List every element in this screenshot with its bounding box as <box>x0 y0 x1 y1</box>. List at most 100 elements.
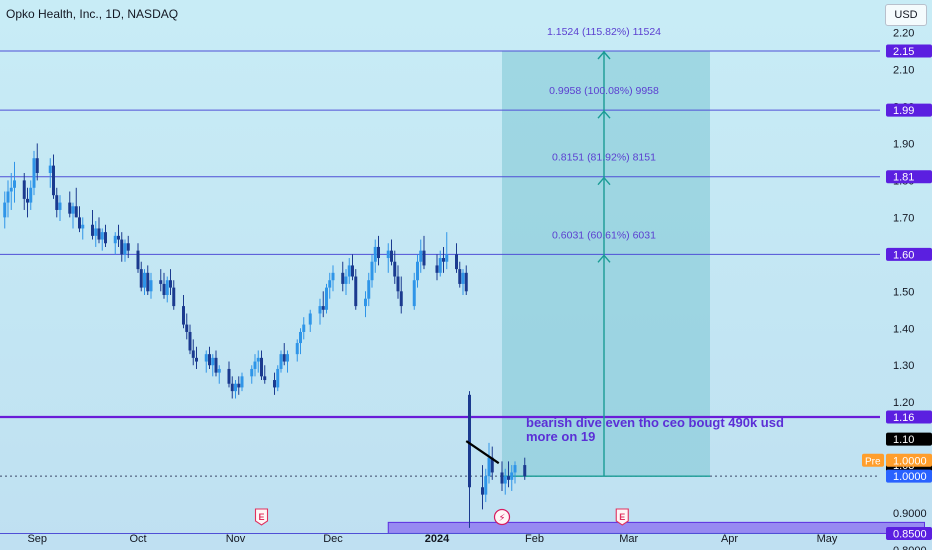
candle[interactable] <box>143 269 146 296</box>
candle[interactable] <box>282 343 286 366</box>
candle[interactable] <box>91 209 94 240</box>
candle[interactable] <box>325 283 328 314</box>
candle[interactable] <box>32 150 36 196</box>
trend-line[interactable] <box>465 440 500 465</box>
candle[interactable] <box>13 161 16 203</box>
candle[interactable] <box>227 361 231 388</box>
candle[interactable] <box>286 350 289 373</box>
candle[interactable] <box>344 269 348 296</box>
candle[interactable] <box>399 276 403 314</box>
candle[interactable] <box>364 291 367 318</box>
candle[interactable] <box>390 239 393 266</box>
candle[interactable] <box>484 468 488 503</box>
candle[interactable] <box>461 269 465 296</box>
candle[interactable] <box>159 269 163 292</box>
candle[interactable] <box>162 272 166 299</box>
candle[interactable] <box>182 295 185 329</box>
candle[interactable] <box>6 180 10 218</box>
candle[interactable] <box>165 276 169 303</box>
candle[interactable] <box>217 365 221 384</box>
candle[interactable] <box>490 446 494 480</box>
candle[interactable] <box>481 465 484 510</box>
candle[interactable] <box>393 250 397 284</box>
candle[interactable] <box>419 239 423 273</box>
candle[interactable] <box>458 261 462 288</box>
candle[interactable] <box>100 228 104 251</box>
candle[interactable] <box>26 187 29 218</box>
candle[interactable] <box>55 187 59 218</box>
candle[interactable] <box>136 243 140 273</box>
candle[interactable] <box>487 442 491 484</box>
candle[interactable] <box>422 235 426 270</box>
candle[interactable] <box>117 224 120 247</box>
candle[interactable] <box>279 350 283 373</box>
candle[interactable] <box>318 298 322 325</box>
candle[interactable] <box>308 309 312 332</box>
earnings-icon[interactable]: E <box>615 508 629 526</box>
candle[interactable] <box>367 272 371 307</box>
candle[interactable] <box>191 339 195 366</box>
candle[interactable] <box>295 339 299 362</box>
support-zone[interactable] <box>387 521 925 534</box>
target-zone[interactable] <box>502 51 710 477</box>
symbol-title[interactable]: Opko Health, Inc., 1D, NASDAQ <box>6 7 179 21</box>
candle[interactable] <box>351 254 354 281</box>
candle[interactable] <box>126 235 130 259</box>
candle[interactable] <box>500 461 504 491</box>
candle[interactable] <box>396 265 400 299</box>
candle[interactable] <box>48 158 52 188</box>
candle[interactable] <box>68 191 72 218</box>
candle[interactable] <box>123 239 127 262</box>
candle[interactable] <box>302 317 306 340</box>
candle[interactable] <box>9 173 13 210</box>
candle[interactable] <box>464 265 468 296</box>
candle[interactable] <box>97 217 101 244</box>
candle[interactable] <box>169 269 172 296</box>
candle[interactable] <box>139 261 143 292</box>
currency-button[interactable]: USD <box>885 4 927 26</box>
candle[interactable] <box>146 265 150 296</box>
candle[interactable] <box>250 365 254 384</box>
candle[interactable] <box>3 191 7 229</box>
candle[interactable] <box>104 224 107 247</box>
candle[interactable] <box>52 154 55 199</box>
candle[interactable] <box>172 280 176 310</box>
split-icon[interactable]: ⚡ <box>493 508 511 526</box>
candle[interactable] <box>468 391 471 528</box>
candle[interactable] <box>74 187 78 218</box>
candle[interactable] <box>240 372 244 392</box>
candle[interactable] <box>416 254 419 288</box>
candle[interactable] <box>321 291 325 318</box>
candle[interactable] <box>455 243 458 273</box>
candle[interactable] <box>510 465 514 491</box>
candle[interactable] <box>58 195 62 222</box>
candle[interactable] <box>230 376 234 399</box>
candle[interactable] <box>113 232 117 255</box>
candle[interactable] <box>94 221 98 247</box>
candle[interactable] <box>260 350 263 381</box>
candle[interactable] <box>208 346 211 369</box>
candle[interactable] <box>149 272 153 299</box>
candle[interactable] <box>29 180 33 210</box>
candle[interactable] <box>78 206 81 233</box>
candle[interactable] <box>328 272 332 299</box>
candle[interactable] <box>370 254 374 288</box>
candle[interactable] <box>81 217 85 240</box>
earnings-icon[interactable]: E <box>254 508 269 526</box>
candle[interactable] <box>234 380 237 399</box>
candle[interactable] <box>237 376 241 395</box>
candle[interactable] <box>435 254 439 281</box>
candle[interactable] <box>195 346 198 369</box>
candle[interactable] <box>503 468 507 495</box>
candle[interactable] <box>185 313 189 340</box>
candle[interactable] <box>188 324 192 355</box>
candle[interactable] <box>256 350 260 373</box>
candle[interactable] <box>507 461 510 488</box>
chart-annotation[interactable]: bearish dive even tho ceo bougt 490k usd… <box>526 415 784 444</box>
candle[interactable] <box>442 246 445 273</box>
candle[interactable] <box>386 243 390 273</box>
candle[interactable] <box>71 202 75 229</box>
candle[interactable] <box>523 457 527 480</box>
candle[interactable] <box>276 365 280 392</box>
